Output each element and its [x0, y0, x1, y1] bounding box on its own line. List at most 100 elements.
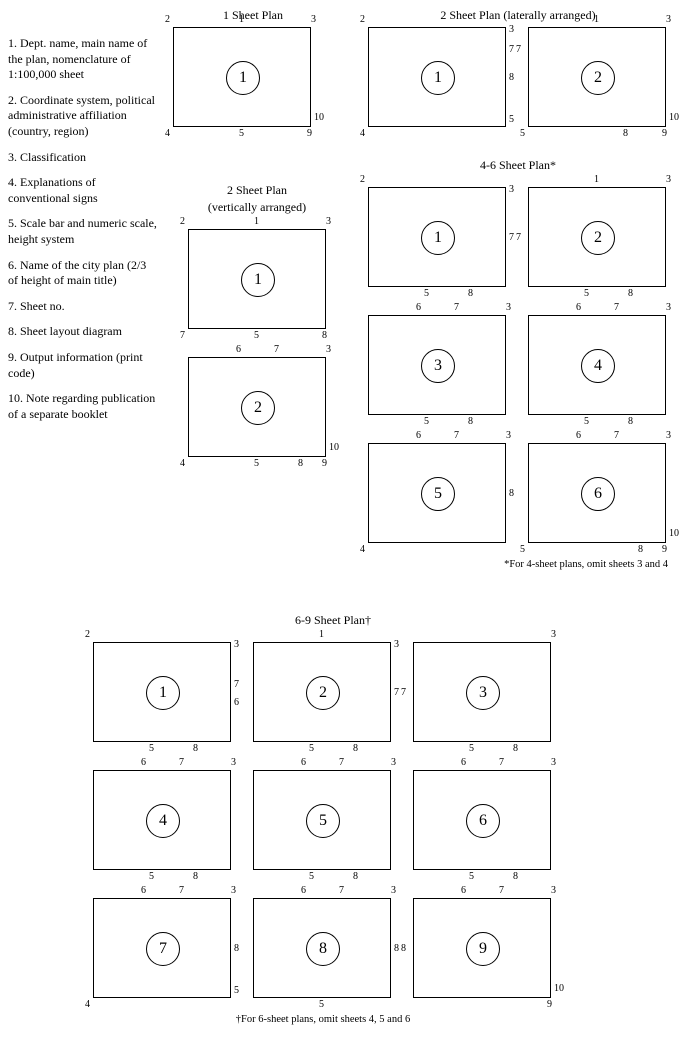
annot-num: 6 — [461, 758, 466, 768]
annot-num: 8 — [322, 331, 327, 341]
annot-num: 8 — [394, 944, 399, 954]
annot-num: 3 — [666, 303, 671, 313]
annot-num: 6 — [576, 303, 581, 313]
annot-num: 7 — [499, 758, 504, 768]
annot-num: 3 — [551, 758, 556, 768]
annot-num: 7 — [614, 303, 619, 313]
annot-num: 4 — [85, 1000, 90, 1010]
annot-num: 8 — [298, 459, 303, 469]
legend-item: 5. Scale bar and numeric scale, height s… — [8, 216, 158, 247]
annot-num: 3 — [666, 175, 671, 185]
sheet: 3 6 7 3 5 8 — [368, 315, 506, 415]
annot-num: 3 — [326, 217, 331, 227]
annot-num: 7 — [516, 233, 521, 243]
annot-num: 3 — [666, 15, 671, 25]
annot-num: 2 — [360, 175, 365, 185]
annot-num: 5 — [520, 545, 525, 555]
sheet-number: 3 — [434, 357, 442, 375]
annot-num: 8 — [628, 417, 633, 427]
sheet-number: 6 — [594, 485, 602, 503]
annot-num: 5 — [149, 744, 154, 754]
sheet: 5 6 7 3 5 8 — [253, 770, 391, 870]
sheet: 1 2 3 7 5 8 — [368, 187, 506, 287]
annot-num: 3 — [234, 640, 239, 650]
sheet-number-circle: 2 — [581, 221, 615, 255]
legend-item: 4. Explanations of conventional signs — [8, 175, 158, 206]
annot-num: 3 — [506, 303, 511, 313]
plan-1-sheet: 1 Sheet Plan 1 2 1 3 10 4 5 9 — [173, 8, 333, 127]
annot-num: 1 — [239, 15, 244, 25]
annot-num: 8 — [623, 129, 628, 139]
annot-num: 1 — [319, 630, 324, 640]
annot-num: 7 — [499, 886, 504, 896]
annot-num: 4 — [180, 459, 185, 469]
annot-num: 7 — [454, 431, 459, 441]
annot-num: 6 — [236, 345, 241, 355]
sheet-number: 7 — [159, 940, 167, 958]
sheet-number: 9 — [479, 940, 487, 958]
annot-num: 10 — [314, 113, 324, 123]
annot-num: 8 — [468, 289, 473, 299]
sheet-number-circle: 9 — [466, 932, 500, 966]
annot-num: 3 — [394, 640, 399, 650]
annot-num: 3 — [509, 25, 514, 35]
sheet: 1 2 1 3 7 5 8 — [188, 229, 326, 329]
annot-num: 5 — [319, 1000, 324, 1010]
annot-num: 7 — [614, 431, 619, 441]
annot-num: 1 — [594, 175, 599, 185]
sheet-number: 2 — [594, 69, 602, 87]
annot-num: 5 — [234, 986, 239, 996]
sheet: 6 6 7 3 5 8 — [413, 770, 551, 870]
sheet-number-circle: 1 — [241, 263, 275, 297]
sheet: 2 1 3 7 5 8 — [528, 187, 666, 287]
annot-num: 3 — [391, 886, 396, 896]
annot-num: 3 — [509, 185, 514, 195]
sheet-number-circle: 2 — [306, 676, 340, 710]
annot-num: 10 — [554, 984, 564, 994]
sheet: 2 1 3 7 5 8 — [253, 642, 391, 742]
sheet-number-circle: 3 — [421, 349, 455, 383]
annot-num: 3 — [551, 886, 556, 896]
annot-num: 3 — [326, 345, 331, 355]
annot-num: 4 — [360, 129, 365, 139]
annot-num: 7 — [179, 886, 184, 896]
legend-item: 1. Dept. name, main name of the plan, no… — [8, 36, 158, 83]
annot-num: 5 — [584, 417, 589, 427]
annot-num: 3 — [231, 886, 236, 896]
sheet: 9 6 7 3 8 10 9 — [413, 898, 551, 998]
plan-title: 6-9 Sheet Plan† — [93, 613, 573, 628]
annot-num: 7 — [516, 45, 521, 55]
annot-num: 2 — [165, 15, 170, 25]
annot-num: 3 — [311, 15, 316, 25]
sheet-number-circle: 7 — [146, 932, 180, 966]
legend-item: 9. Output information (print code) — [8, 350, 158, 381]
annot-num: 7 — [180, 331, 185, 341]
plan-title: 2 Sheet Plan — [188, 183, 326, 198]
legend-item: 8. Sheet layout diagram — [8, 324, 158, 340]
sheet-number-circle: 3 — [466, 676, 500, 710]
plan-6-9-sheet: 6-9 Sheet Plan† 1 2 3 7 6 5 8 2 1 3 7 — [93, 613, 573, 1025]
legend: 1. Dept. name, main name of the plan, no… — [8, 36, 158, 432]
annot-num: 5 — [509, 115, 514, 125]
sheet: 4 6 7 3 5 8 — [528, 315, 666, 415]
annot-num: 10 — [329, 443, 339, 453]
sheet-number: 5 — [319, 812, 327, 830]
annot-num: 5 — [520, 129, 525, 139]
annot-num: 7 — [179, 758, 184, 768]
annot-num: 5 — [469, 744, 474, 754]
sheet-number-circle: 6 — [466, 804, 500, 838]
annot-num: 5 — [149, 872, 154, 882]
sheet-number: 1 — [434, 69, 442, 87]
sheet-number: 8 — [319, 940, 327, 958]
annot-num: 6 — [416, 303, 421, 313]
annot-num: 3 — [231, 758, 236, 768]
sheet-number-circle: 1 — [146, 676, 180, 710]
annot-num: 8 — [401, 944, 406, 954]
sheet-number-circle: 4 — [581, 349, 615, 383]
annot-num: 8 — [628, 289, 633, 299]
sheet: 7 6 7 3 8 5 4 — [93, 898, 231, 998]
legend-item: 3. Classification — [8, 150, 158, 166]
plan-subtitle: (vertically arranged) — [188, 200, 326, 215]
footnote-46: *For 4-sheet plans, omit sheets 3 and 4 — [368, 559, 668, 570]
annot-num: 10 — [669, 113, 679, 123]
